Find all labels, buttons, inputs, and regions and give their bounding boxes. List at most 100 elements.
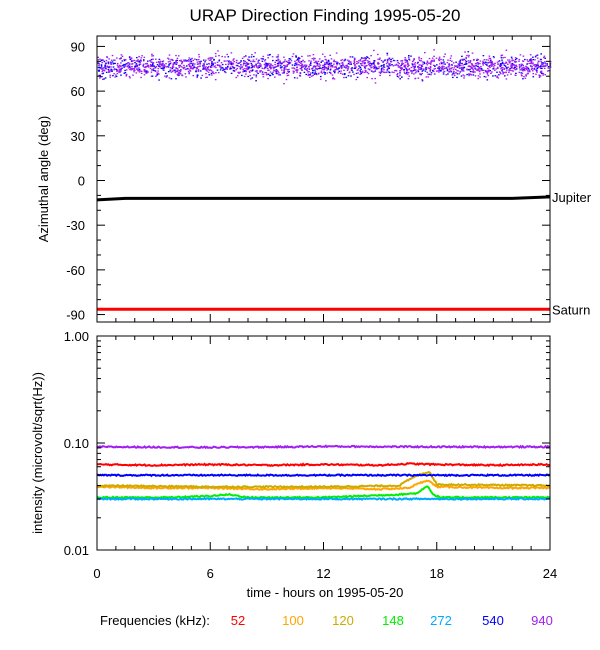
azimuth-point	[171, 66, 174, 68]
azimuth-point	[133, 59, 135, 62]
azimuth-point	[299, 67, 301, 70]
azimuth-point	[506, 69, 508, 71]
azimuth-point	[377, 62, 379, 65]
azimuth-point	[253, 66, 256, 68]
azimuth-point	[105, 68, 108, 70]
azimuth-point	[492, 68, 494, 70]
azimuth-point	[246, 61, 248, 64]
azimuth-point	[380, 70, 383, 72]
azimuth-point	[170, 58, 173, 61]
azimuth-point	[210, 66, 212, 68]
azimuth-point	[163, 64, 165, 66]
azimuth-point	[189, 70, 192, 72]
azimuth-point	[474, 71, 476, 73]
azimuth-point	[449, 57, 452, 59]
azimuth-point	[484, 69, 487, 72]
azimuth-point	[278, 72, 280, 74]
azimuth-point	[499, 64, 502, 66]
azimuth-point	[247, 63, 250, 65]
azimuth-point	[121, 55, 124, 57]
azimuth-point	[151, 55, 153, 57]
azimuth-point	[407, 56, 410, 58]
azimuth-point	[295, 55, 297, 57]
azimuth-point	[363, 59, 366, 62]
azimuth-point	[426, 64, 429, 66]
azimuth-point	[443, 61, 445, 63]
azimuth-point	[441, 66, 443, 68]
azimuth-point	[314, 69, 316, 71]
azimuth-point	[414, 64, 417, 66]
azimuth-point	[287, 74, 290, 76]
azimuth-point	[332, 77, 334, 79]
y-tick-label: -30	[66, 218, 85, 233]
azimuth-point	[535, 64, 538, 66]
azimuth-point	[172, 64, 174, 66]
azimuth-point	[152, 63, 154, 65]
azimuth-point	[268, 63, 270, 65]
azimuth-point	[502, 57, 504, 59]
azimuth-point	[130, 69, 132, 71]
azimuth-point	[279, 61, 282, 63]
azimuth-point	[107, 61, 110, 63]
azimuth-point	[264, 59, 267, 61]
azimuth-point	[137, 59, 139, 61]
azimuth-point	[244, 70, 246, 72]
azimuth-point	[211, 62, 213, 64]
azimuth-point	[433, 68, 435, 70]
azimuth-point	[248, 67, 250, 69]
azimuth-point	[183, 64, 185, 67]
azimuth-point	[524, 67, 527, 69]
azimuth-point	[359, 58, 362, 61]
azimuth-point	[383, 63, 385, 66]
x-tick-label: 0	[93, 566, 100, 581]
azimuth-point	[296, 59, 299, 61]
azimuth-point	[209, 69, 212, 71]
azimuth-point	[399, 78, 401, 80]
azimuth-point	[334, 66, 336, 68]
azimuth-point	[143, 59, 145, 61]
azimuth-point	[491, 61, 493, 63]
azimuth-point	[334, 69, 336, 71]
series-line-120	[96, 471, 551, 489]
azimuth-point	[357, 72, 359, 74]
azimuth-point	[98, 74, 100, 77]
azimuth-point	[199, 62, 202, 64]
azimuth-point	[469, 70, 472, 73]
azimuth-point	[336, 64, 338, 66]
azimuth-point	[98, 70, 100, 72]
azimuth-point	[465, 56, 467, 59]
azimuth-point	[365, 71, 367, 73]
azimuth-point	[305, 65, 308, 67]
azimuth-point	[333, 70, 335, 72]
azimuth-point	[335, 67, 338, 69]
azimuth-point	[386, 69, 389, 71]
azimuth-point	[383, 66, 386, 68]
azimuth-point	[108, 69, 110, 71]
azimuth-point	[512, 64, 515, 66]
azimuth-point	[535, 73, 537, 75]
azimuth-point	[301, 69, 303, 71]
azimuth-point	[443, 66, 445, 68]
azimuth-point	[534, 66, 537, 68]
azimuth-point	[373, 60, 375, 62]
azimuth-point	[226, 68, 228, 70]
azimuth-point	[383, 69, 385, 71]
azimuth-point	[113, 69, 115, 71]
azimuth-point	[344, 59, 346, 61]
azimuth-point	[458, 64, 460, 66]
azimuth-point	[536, 67, 538, 69]
azimuth-point	[115, 68, 117, 70]
azimuth-point	[511, 60, 513, 62]
azimuth-point	[221, 63, 224, 66]
azimuth-point	[341, 62, 343, 64]
azimuth-point	[420, 58, 423, 60]
azimuth-point	[169, 67, 172, 69]
azimuth-point	[289, 62, 292, 64]
azimuth-point	[361, 60, 363, 63]
azimuth-point	[400, 60, 402, 62]
azimuth-point	[400, 68, 403, 71]
azimuth-point	[176, 68, 179, 70]
azimuth-point	[417, 68, 420, 70]
azimuth-point	[246, 66, 249, 68]
azimuth-point	[482, 55, 485, 57]
